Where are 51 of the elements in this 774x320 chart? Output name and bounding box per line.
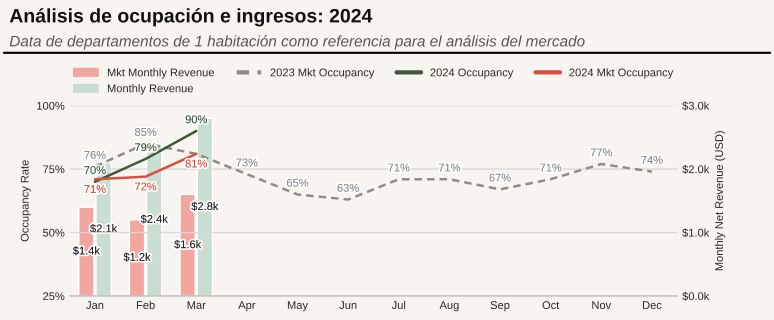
data-label: $1.4k xyxy=(72,246,100,256)
data-label: 71% xyxy=(540,164,562,172)
data-label: 71% xyxy=(388,164,410,172)
x-tick-label: Mar xyxy=(188,301,206,310)
y-tick-label: 50% xyxy=(43,228,64,237)
legend-label: 2024 Occupancy xyxy=(430,68,514,79)
y-tick-label: 75% xyxy=(43,165,64,174)
y2-tick-label: $0.0k xyxy=(682,292,710,301)
data-label: 74% xyxy=(641,156,663,164)
data-label: 77% xyxy=(590,148,612,156)
chart-title: Análisis de ocupación e ingresos: 2024 xyxy=(10,8,372,27)
data-label: 63% xyxy=(338,184,359,192)
data-label: 65% xyxy=(286,178,308,187)
y2-axis-title: Monthly Net Revenue (USD) xyxy=(714,131,726,270)
x-tick-label: Aug xyxy=(440,301,459,312)
data-label: 70% xyxy=(84,166,106,174)
y-tick-label: 100% xyxy=(37,102,64,110)
chart-subtitle: Data de departamentos de 1 habitación como referencia para el análisis del mercado xyxy=(10,35,585,50)
legend-label: Mkt Monthly Revenue xyxy=(108,68,214,79)
data-label: $1.6k xyxy=(174,240,202,249)
data-label: 79% xyxy=(135,143,156,152)
x-tick-label: Jun xyxy=(339,301,356,310)
data-label: $2.4k xyxy=(140,214,168,224)
x-tick-label: Dec xyxy=(642,301,662,310)
x-tick-label: Jul xyxy=(392,300,406,310)
x-tick-label: Nov xyxy=(592,301,612,310)
data-label: 81% xyxy=(186,160,207,168)
y2-tick-label: $2.0k xyxy=(682,164,710,174)
data-label: 71% xyxy=(438,164,460,172)
data-label: 90% xyxy=(186,115,207,124)
legend-label: 2024 Mkt Occupancy xyxy=(569,68,674,79)
y-tick-label: 25% xyxy=(43,292,64,300)
data-label: 73% xyxy=(236,158,258,166)
x-tick-label: Feb xyxy=(136,300,155,310)
y-axis-title: Occupancy Rate xyxy=(20,160,31,242)
data-label: $2.8k xyxy=(191,202,218,211)
x-tick-label: Oct xyxy=(542,301,560,310)
y2-tick-label: $3.0k xyxy=(682,101,710,110)
legend-label: Monthly Revenue xyxy=(108,84,193,94)
data-label: $1.2k xyxy=(124,252,151,262)
data-label: 67% xyxy=(489,174,511,182)
y2-tick-label: $1.0k xyxy=(682,228,710,238)
data-label: 71% xyxy=(84,185,106,193)
data-label: 85% xyxy=(134,128,156,136)
x-tick-label: Apr xyxy=(238,301,256,312)
data-label: 72% xyxy=(135,182,156,190)
data-label: 76% xyxy=(84,150,106,159)
legend-label: 2023 Mkt Occupancy xyxy=(270,68,374,79)
x-tick-label: May xyxy=(288,301,308,312)
x-tick-label: Sep xyxy=(490,301,510,312)
x-tick-label: Jan xyxy=(86,301,104,310)
